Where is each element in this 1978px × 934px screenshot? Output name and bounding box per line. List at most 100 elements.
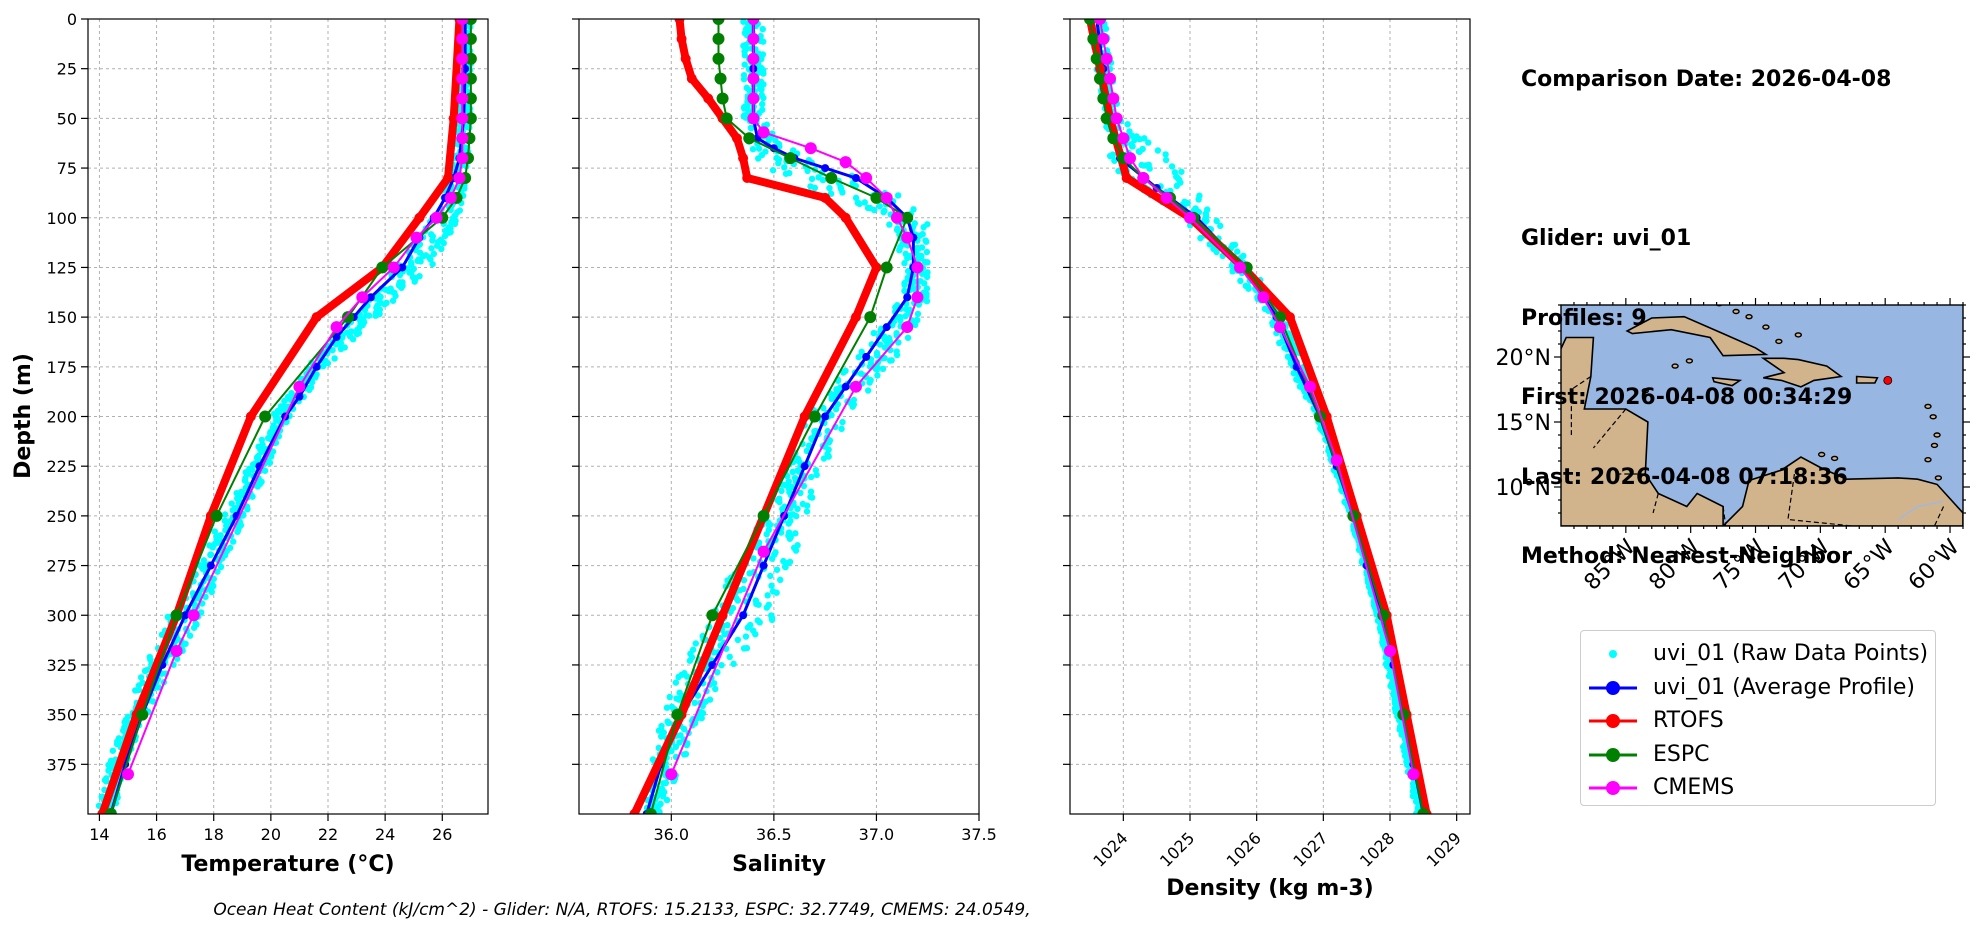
raw-data-point [1279,338,1286,345]
first-time: First: 2026-04-08 00:34:29 [1521,385,1853,410]
series-marker-rtofs [1285,312,1295,323]
y-tick-label: 200 [46,408,77,427]
series-marker-espc [864,311,877,324]
raw-data-point [229,507,236,514]
raw-data-point [656,808,663,814]
raw-data-point [871,206,878,214]
legend-label: RTOFS [1653,708,1724,733]
raw-data-point [1111,157,1118,164]
series-espc [644,19,914,814]
series-marker-rtofs [850,312,861,323]
raw-data-point [767,572,774,580]
raw-data-point [811,184,819,192]
raw-data-point [349,336,357,343]
x-tick-label: 36.0 [653,825,689,844]
raw-data-point [1145,139,1152,146]
y-tick-label: 25 [57,60,77,79]
legend-item-raw: uvi_01 (Raw Data Points) [1581,639,1935,669]
series-marker-cmems [456,32,469,45]
series-marker-cmems [757,126,770,139]
raw-data-point [269,448,277,455]
raw-data-point [755,145,763,152]
series-marker-espc [743,132,756,145]
raw-data-point [813,471,820,479]
series-marker-rtofs [311,312,322,323]
series-marker-rtofs [840,212,851,223]
series-marker-espc [464,72,477,85]
raw-data-point [233,489,240,497]
series-marker-espc [757,509,770,522]
raw-data-point [666,693,673,701]
series-marker-glider_avg [759,561,768,570]
series-marker-cmems [911,291,924,304]
raw-data-point [1146,165,1153,172]
x-axis-label: Temperature (°C) [181,852,394,877]
series-marker-glider_avg [366,293,375,302]
series-marker-espc [808,410,821,423]
raw-data-point [712,685,719,693]
raw-data-point [895,339,902,346]
series-marker-rtofs [680,53,691,64]
legend-label: uvi_01 (Average Profile) [1653,674,1915,700]
raw-data-point [441,232,449,240]
raw-data-point [858,348,865,356]
legend: uvi_01 (Raw Data Points) uvi_01 (Average … [1580,630,1936,806]
map-lat-label: 10°N [1496,476,1551,501]
raw-data-point [1213,248,1220,256]
x-tick-label: 1029 [1423,828,1465,870]
raw-data-point [1234,248,1241,255]
raw-data-point [892,304,899,311]
country-border [1787,473,1853,526]
raw-data-point [137,674,145,681]
raw-data-point [658,733,665,740]
raw-data-point [1136,148,1143,155]
series-marker-espc [784,152,797,165]
series-marker-cmems [456,52,469,65]
raw-data-point [749,145,757,153]
raw-data-point [886,221,893,228]
series-marker-espc [104,808,117,814]
raw-data-point [389,297,397,304]
island [1794,332,1803,338]
raw-data-point [1124,121,1131,128]
series-marker-cmems [911,261,924,274]
raw-data-point [838,425,845,433]
series-cmems [1094,19,1420,781]
y-tick-label: 250 [46,507,77,526]
raw-data-point [382,286,389,293]
raw-data-point [414,257,421,265]
panel-3: 1024 1025 1026 1027 1028 1029 Density (kg m-3) [1063,18,1471,901]
raw-data-point [229,538,237,545]
raw-data-point [797,489,804,497]
series-espc [104,19,477,814]
series-cmems [122,19,469,781]
raw-data-point [348,328,355,335]
legend-swatch-rtofs [1589,714,1637,728]
raw-data-point [916,232,923,239]
series-marker-espc [136,708,149,721]
series-marker-rtofs [245,411,256,422]
raw-data-point [221,517,229,524]
series-marker-cmems [860,172,873,184]
series-marker-cmems [1117,132,1130,145]
series-marker-cmems [1094,19,1106,25]
raw-data-point [773,589,780,596]
raw-data-point [716,634,724,642]
raw-data-point [808,494,816,501]
series-marker-cmems [804,142,817,155]
x-tick-label: 20 [261,825,281,844]
series-marker-espc [1107,132,1120,145]
series-marker-cmems [170,645,183,658]
plot-area [95,19,477,814]
raw-data-point [356,324,363,331]
raw-data-point [820,404,827,412]
raw-data-point [694,692,702,699]
raw-data-point [698,714,705,722]
raw-data-point [221,511,229,518]
island [1924,457,1932,463]
series-marker-rtofs [1121,173,1132,183]
raw-data-point [755,601,762,608]
raw-data-point [786,535,794,542]
raw-data-point [741,61,748,68]
raw-data-point [1162,151,1169,158]
